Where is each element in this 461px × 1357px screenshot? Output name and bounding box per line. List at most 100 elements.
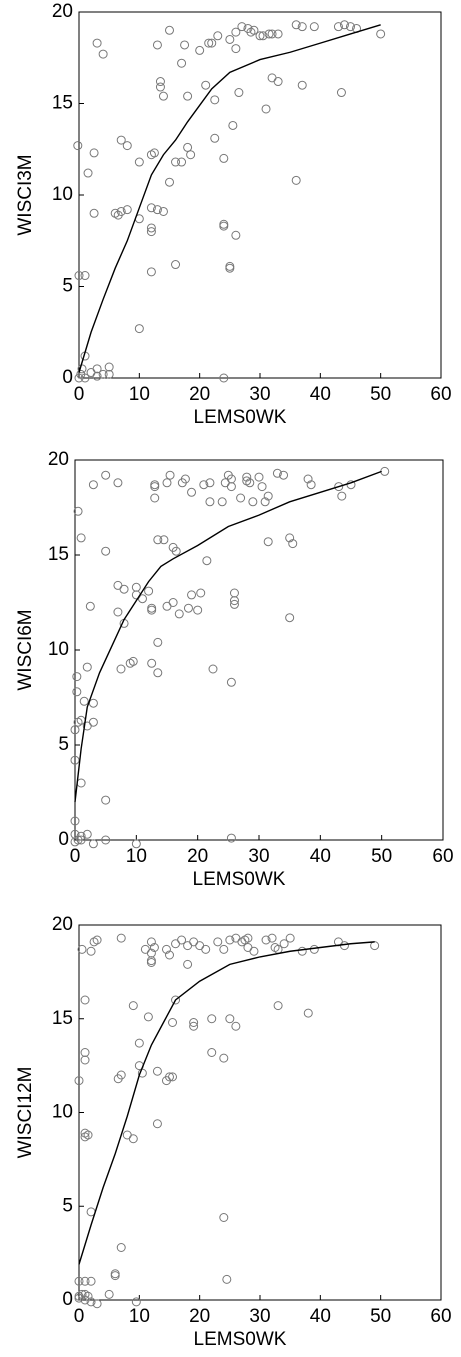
plot-frame bbox=[78, 11, 442, 379]
y-tick-label: 10 bbox=[52, 1102, 73, 1123]
data-point bbox=[219, 944, 229, 954]
data-point bbox=[199, 480, 209, 490]
data-point bbox=[207, 38, 217, 48]
data-point bbox=[80, 1048, 90, 1057]
data-point bbox=[187, 487, 197, 497]
x-tick-label: 0 bbox=[74, 1306, 85, 1327]
data-point bbox=[263, 491, 273, 501]
data-point bbox=[134, 324, 144, 334]
data-point bbox=[219, 1213, 229, 1222]
data-point bbox=[101, 546, 111, 556]
data-point bbox=[254, 472, 264, 482]
y-axis-label: WISCI12M bbox=[15, 1067, 36, 1159]
y-tick-label: 10 bbox=[52, 184, 73, 205]
data-point bbox=[339, 20, 349, 30]
x-tick-label: 40 bbox=[310, 384, 331, 405]
data-point bbox=[261, 104, 271, 114]
data-point bbox=[83, 168, 93, 178]
data-point bbox=[153, 535, 163, 545]
data-point bbox=[297, 946, 307, 956]
data-point bbox=[222, 1274, 232, 1284]
data-point bbox=[186, 150, 196, 160]
plot-frame bbox=[78, 924, 442, 1301]
data-point bbox=[337, 491, 347, 501]
data-point bbox=[171, 939, 181, 949]
data-point bbox=[110, 1271, 120, 1281]
data-point bbox=[231, 44, 241, 54]
data-point bbox=[171, 260, 181, 270]
data-point bbox=[258, 31, 268, 41]
data-point bbox=[88, 717, 98, 727]
x-tick-label: 60 bbox=[430, 1306, 451, 1327]
data-point bbox=[202, 556, 212, 566]
y-tick-label: 15 bbox=[48, 544, 69, 565]
x-tick-label: 50 bbox=[370, 1306, 391, 1327]
data-point bbox=[146, 937, 156, 947]
data-point bbox=[273, 1001, 283, 1011]
data-point bbox=[243, 933, 253, 943]
data-point bbox=[303, 474, 313, 484]
data-point bbox=[116, 135, 126, 145]
x-tick-label: 60 bbox=[430, 384, 451, 405]
data-point bbox=[168, 1018, 178, 1027]
data-point bbox=[201, 80, 211, 90]
x-axis-label: LEMS0WK bbox=[193, 869, 286, 890]
data-point bbox=[231, 1021, 241, 1031]
data-point bbox=[229, 596, 239, 606]
data-point bbox=[128, 1134, 138, 1144]
data-point bbox=[248, 497, 258, 507]
data-point bbox=[113, 478, 123, 488]
data-point bbox=[380, 466, 390, 476]
data-point bbox=[116, 206, 126, 216]
data-point bbox=[150, 482, 160, 492]
data-point bbox=[255, 31, 265, 41]
data-point bbox=[291, 175, 301, 185]
data-point bbox=[104, 1289, 114, 1299]
data-point bbox=[146, 948, 156, 958]
data-point bbox=[86, 1276, 96, 1286]
data-point bbox=[267, 29, 277, 39]
data-point bbox=[219, 153, 229, 163]
data-point bbox=[273, 77, 283, 87]
data-point bbox=[92, 371, 102, 381]
data-point bbox=[74, 1076, 84, 1086]
y-tick-label: 15 bbox=[52, 1008, 73, 1029]
data-point bbox=[147, 605, 157, 615]
fit-curve bbox=[74, 470, 382, 803]
data-point bbox=[168, 598, 178, 607]
data-point bbox=[73, 506, 83, 516]
data-point bbox=[228, 120, 238, 130]
data-point bbox=[76, 533, 86, 543]
data-point bbox=[336, 88, 346, 98]
data-point bbox=[213, 937, 223, 947]
data-point bbox=[183, 91, 193, 101]
data-point bbox=[80, 373, 90, 383]
data-point bbox=[195, 941, 205, 951]
data-point bbox=[122, 1130, 132, 1140]
y-tick-label: 0 bbox=[62, 367, 73, 388]
data-point bbox=[219, 221, 229, 231]
data-point bbox=[201, 944, 211, 954]
data-point bbox=[237, 22, 247, 32]
data-point bbox=[242, 472, 252, 482]
data-point bbox=[98, 369, 108, 379]
data-point bbox=[234, 88, 244, 98]
data-point bbox=[131, 1297, 141, 1307]
data-point bbox=[260, 497, 270, 507]
data-point bbox=[101, 795, 111, 805]
data-point bbox=[346, 22, 355, 32]
data-point bbox=[205, 497, 215, 507]
data-point bbox=[285, 533, 295, 543]
data-point bbox=[86, 368, 96, 378]
data-point bbox=[225, 935, 235, 945]
x-tick-label: 10 bbox=[126, 846, 147, 867]
data-point bbox=[74, 1276, 84, 1286]
data-point bbox=[101, 835, 111, 845]
data-point bbox=[92, 364, 102, 374]
data-point bbox=[116, 664, 126, 674]
data-point bbox=[177, 935, 187, 945]
data-point bbox=[146, 956, 156, 966]
x-tick-label: 30 bbox=[248, 846, 269, 867]
y-tick-label: 5 bbox=[62, 276, 73, 297]
data-point bbox=[79, 696, 89, 706]
